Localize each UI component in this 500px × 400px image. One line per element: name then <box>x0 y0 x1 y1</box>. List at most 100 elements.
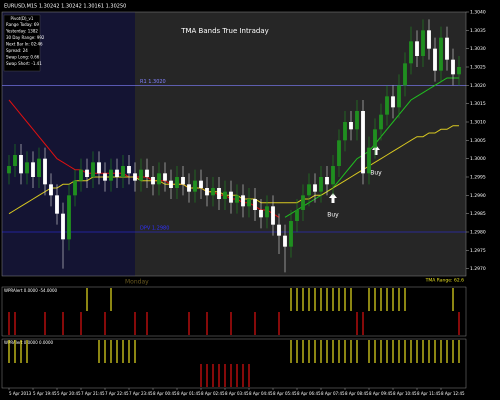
signal-bar <box>62 312 64 335</box>
candle-body <box>49 184 53 196</box>
x-tick-label: 8 Apr 09:45 <box>369 391 393 396</box>
candle-body <box>163 173 167 181</box>
signal-bar <box>230 364 232 387</box>
annotation: Monday <box>125 279 149 286</box>
info-row: Swap Short: -1.41 <box>6 61 42 66</box>
candle-body <box>445 37 449 60</box>
candle-body <box>421 30 425 56</box>
candle-body <box>391 96 395 108</box>
signal-bar <box>206 312 208 335</box>
candle-body <box>151 177 155 185</box>
candle-body <box>217 188 221 199</box>
x-tick-label: 8 Apr 04:45 <box>249 391 273 396</box>
candle-body <box>67 195 71 240</box>
candle-body <box>361 111 365 174</box>
signal-bar <box>428 340 430 363</box>
y-tick-label: 1.3000 <box>470 156 486 162</box>
indicator-line <box>8 125 459 215</box>
signal-bar <box>236 364 238 387</box>
candle-body <box>319 177 323 192</box>
candle-body <box>283 235 287 247</box>
x-tick-label: 5 Apr 20:45 <box>57 391 81 396</box>
y-tick-label: 1.3015 <box>470 101 486 107</box>
candle-body <box>403 63 407 86</box>
signal-bar <box>386 340 388 363</box>
candle-body <box>109 169 113 181</box>
candle-body <box>7 166 11 174</box>
candle-body <box>169 180 173 188</box>
candle-body <box>385 96 389 115</box>
candle-body <box>331 166 335 185</box>
signal-bar <box>434 340 436 363</box>
signal-bar <box>110 288 112 311</box>
signal-bar <box>224 364 226 387</box>
x-tick-label: 8 Apr 02:45 <box>201 391 225 396</box>
signal-bar <box>362 312 364 335</box>
y-tick-label: 1.3035 <box>470 28 486 34</box>
x-tick-label: 8 Apr 03:45 <box>225 391 249 396</box>
y-tick-label: 1.2990 <box>470 193 486 199</box>
info-title: Pivot(D)_v1 <box>11 16 34 21</box>
info-row: 30 Day Range: 992 <box>6 35 45 40</box>
candle-body <box>253 199 257 210</box>
signal-bar <box>314 288 316 311</box>
candle-body <box>277 224 281 236</box>
signal-bar <box>206 364 208 387</box>
signal-bar <box>350 340 352 363</box>
signal-bar <box>290 340 292 363</box>
signal-bar <box>308 340 310 363</box>
candle-body <box>157 173 161 185</box>
buy-arrow <box>329 193 337 203</box>
candle-body <box>115 169 119 177</box>
x-tick-label: 8 Apr 07:45 <box>321 391 345 396</box>
y-tick-label: 1.2980 <box>470 230 486 236</box>
candle-body <box>133 173 137 181</box>
signal-bar <box>368 340 370 363</box>
signal-bar <box>290 288 292 311</box>
signal-bar <box>458 340 460 363</box>
info-row: Spread: 24 <box>6 48 28 53</box>
candle-body <box>337 140 341 166</box>
signal-bar <box>404 340 406 363</box>
candle-body <box>25 162 29 174</box>
signal-bar <box>86 288 88 311</box>
candle-body <box>343 122 347 141</box>
symbol-header: EURUSD,M15 1.30242 1.30242 1.30161 1.302… <box>4 4 126 10</box>
signal-bar <box>458 312 460 335</box>
x-tick-label: 8 Apr 12:45 <box>441 391 465 396</box>
signal-bar <box>446 340 448 363</box>
x-tick-label: 7 Apr 23:45 <box>129 391 153 396</box>
y-tick-label: 1.3025 <box>470 65 486 71</box>
y-tick-label: 1.2985 <box>470 211 486 217</box>
candle-body <box>73 180 77 196</box>
candle-body <box>121 166 125 177</box>
signal-bar <box>302 288 304 311</box>
info-row: Next Bar In: 02:46 <box>6 42 43 47</box>
signal-bar <box>452 340 454 363</box>
plot-frame <box>1 11 467 277</box>
signal-bar <box>386 288 388 311</box>
candle-body <box>295 210 299 221</box>
candle-body <box>439 37 443 71</box>
candle-body <box>397 85 401 108</box>
signal-bar <box>218 364 220 387</box>
candle-body <box>307 184 311 196</box>
x-tick-label: 7 Apr 21:45 <box>81 391 105 396</box>
panel-label: WPRAlert 0.0000 0.0000 <box>4 340 53 345</box>
level-label: R1 1.3020 <box>140 79 166 85</box>
annotation: TMA Range: 62.6 <box>425 278 465 284</box>
annotation: Buy <box>370 170 382 177</box>
signal-bar <box>314 340 316 363</box>
candle-body <box>175 177 179 188</box>
candle-body <box>37 158 41 177</box>
signal-bar <box>254 312 256 335</box>
y-tick-label: 1.2970 <box>470 266 486 272</box>
candle-body <box>91 162 95 177</box>
candle-body <box>349 122 353 130</box>
signal-bar <box>14 312 16 335</box>
signal-bar <box>392 340 394 363</box>
y-tick-label: 1.3005 <box>470 138 486 144</box>
candle-body <box>451 59 455 75</box>
x-tick-label: 8 Apr 01:45 <box>177 391 201 396</box>
signal-bar <box>326 340 328 363</box>
